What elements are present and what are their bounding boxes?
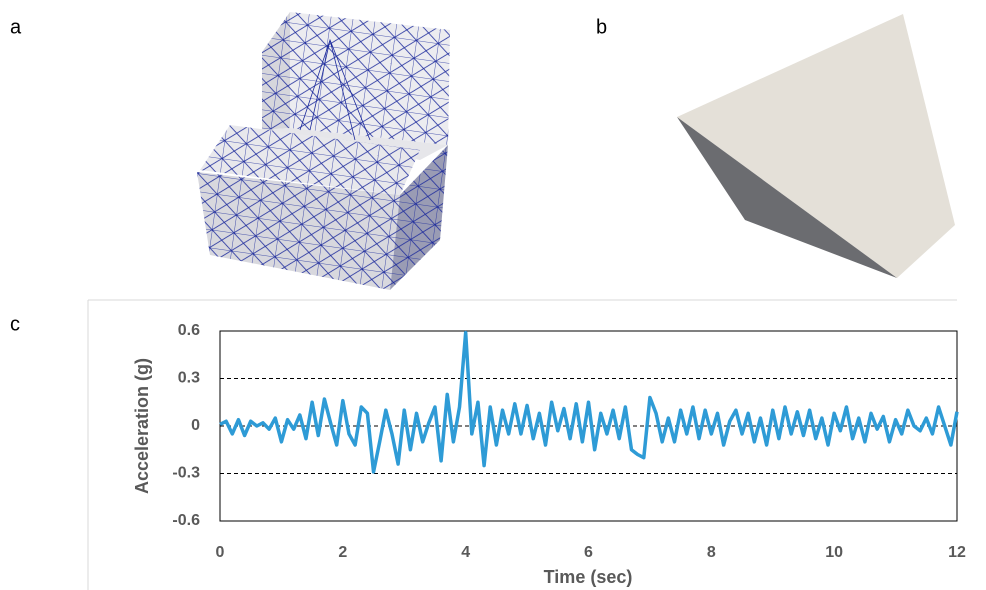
y-tick-label: -0.6: [172, 512, 200, 529]
panel-label: a: [10, 16, 22, 38]
x-tick-label: 0: [216, 544, 225, 561]
mesh-render: [197, 12, 450, 290]
page: a b c Time (sec) Acceleration (g) -0.6-0…: [0, 0, 986, 590]
y-tick-label: 0.3: [178, 370, 200, 387]
x-tick-label: 4: [461, 544, 470, 561]
y-tick-label: 0.6: [178, 322, 200, 339]
x-tick-label: 2: [338, 544, 347, 561]
y-tick-label: 0: [191, 417, 200, 434]
solid-render: [677, 14, 955, 278]
figure: a b c Time (sec) Acceleration (g) -0.6-0…: [0, 0, 986, 590]
y-tick-label: -0.3: [172, 465, 200, 482]
x-tick-label: 6: [584, 544, 593, 561]
data-line: [220, 333, 957, 472]
x-tick-label: 8: [707, 544, 716, 561]
x-axis-label: Time (sec): [544, 567, 633, 587]
x-tick-label: 10: [825, 544, 843, 561]
panel-label: b: [596, 16, 607, 38]
y-axis-label: Acceleration (g): [132, 358, 152, 494]
plot: -0.6 -0.3 0 0.3 0.6 0 2 4 6 8 10 12: [172, 322, 966, 561]
x-tick-label: 12: [948, 544, 966, 561]
panel-label: c: [10, 313, 20, 335]
